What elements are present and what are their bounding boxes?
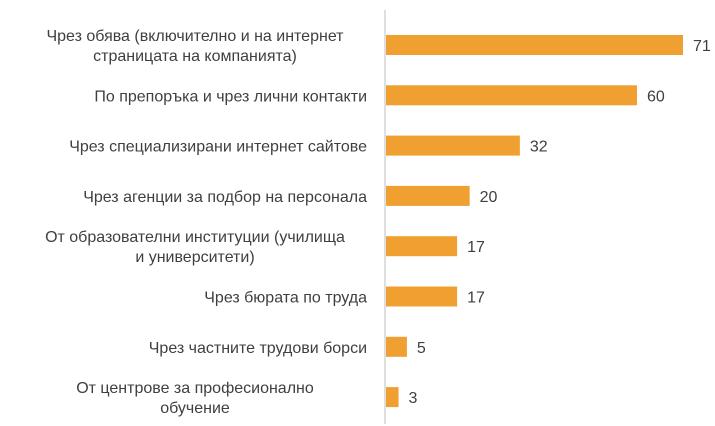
- bar: [386, 35, 683, 55]
- value-label: 5: [417, 340, 426, 357]
- bar: [386, 286, 458, 307]
- category-label-line: Чрез агенции за подбор на персонала: [83, 189, 367, 206]
- category-labels: Чрез обява (включително и на интернет стр…: [45, 28, 367, 417]
- bar: [386, 236, 458, 257]
- category-label-line: страницата на компанията): [93, 48, 297, 65]
- category-label-line: обучение: [160, 400, 230, 417]
- category-label-line: От центрове за професионално: [76, 380, 314, 397]
- category-label-line: и университети): [135, 249, 254, 266]
- value-label: 32: [530, 139, 548, 156]
- category-label: Чрез обява (включително и на интернет стр…: [46, 28, 344, 65]
- category-label: От центрове за професионално обучение: [76, 380, 314, 417]
- value-labels: 71 60 32 20 17 17 5 3: [409, 38, 711, 407]
- value-label: 17: [467, 239, 485, 256]
- value-label: 60: [647, 88, 665, 105]
- bar: [386, 85, 637, 106]
- category-label: Чрез агенции за подбор на персонала: [83, 189, 367, 206]
- bar: [386, 387, 399, 408]
- bar: [386, 185, 470, 206]
- category-label: Чрез специализирани интернет сайтове: [69, 139, 367, 156]
- category-label-line: От образователни институции (училища: [45, 229, 345, 246]
- value-label: 20: [480, 189, 498, 206]
- category-label: От образователни институции (училища и ун…: [45, 229, 345, 266]
- category-label-line: Чрез бюрата по труда: [204, 290, 367, 307]
- category-label: Чрез частните трудови борси: [149, 340, 367, 357]
- value-label: 71: [693, 38, 711, 55]
- value-label: 3: [409, 390, 418, 407]
- category-label-line: По препоръка и чрез лични контакти: [94, 88, 367, 105]
- category-label: По препоръка и чрез лични контакти: [94, 88, 367, 105]
- bar: [386, 336, 407, 357]
- value-label: 17: [467, 290, 485, 307]
- category-label: Чрез бюрата по труда: [204, 290, 367, 307]
- bars: [386, 35, 683, 408]
- category-label-line: Чрез специализирани интернет сайтове: [69, 139, 367, 156]
- category-label-line: Чрез обява (включително и на интернет: [46, 28, 344, 45]
- bar: [386, 135, 520, 156]
- category-label-line: Чрез частните трудови борси: [149, 340, 367, 357]
